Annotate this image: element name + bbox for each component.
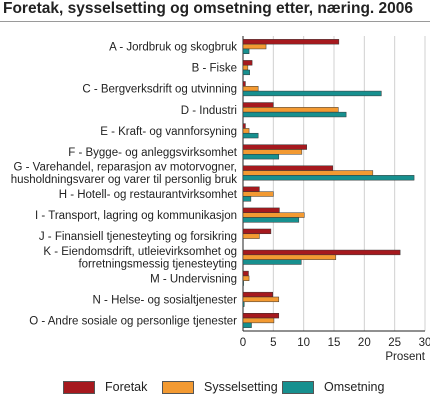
category-label-a: A - Jordbruk og skogbruk (109, 42, 237, 54)
legend-item-omsetning: Omsetning (282, 377, 384, 397)
bar-foretak-c (242, 81, 246, 87)
bar-sysselsetting-n (242, 296, 280, 303)
category-label-i: I - Transport, lagring og kommunikasjon (35, 210, 237, 222)
bar-foretak-b (242, 60, 253, 66)
x-axis-label: Prosent (385, 351, 425, 363)
title-divider (0, 21, 430, 22)
x-tick-label-4: 20 (358, 337, 371, 349)
category-label-c: C - Bergverksdrift og utvinning (82, 84, 237, 96)
bar-omsetning-b (242, 69, 250, 76)
bar-foretak-k (242, 249, 401, 256)
bar-omsetning-k (242, 259, 302, 265)
category-label-m: M - Undervisning (150, 273, 237, 285)
bar-foretak-o (242, 313, 280, 319)
bar-sysselsetting-g (242, 170, 374, 176)
bar-foretak-d (242, 102, 274, 108)
legend-swatch-sysselsetting (162, 380, 194, 394)
bar-sysselsetting-m (242, 275, 250, 281)
bar-foretak-m (242, 270, 249, 277)
bar-foretak-n (242, 291, 273, 298)
category-label-e: E - Kraft- og vannforsyning (100, 126, 237, 138)
category-label-o: O - Andre sosiale og personlige tjeneste… (29, 315, 237, 327)
bar-foretak-e (242, 123, 246, 129)
x-tick-label-5: 25 (388, 337, 401, 349)
bar-foretak-i (242, 207, 280, 213)
bar-omsetning-d (242, 111, 347, 118)
bar-sysselsetting-e (242, 128, 250, 134)
x-tick-label-1: 5 (270, 337, 276, 349)
bar-foretak-g (242, 165, 334, 171)
bar-omsetning-o (242, 322, 252, 328)
bar-omsetning-h (242, 196, 252, 202)
bar-omsetning-n (242, 301, 245, 307)
bar-sysselsetting-k (242, 254, 337, 260)
bar-foretak-a (242, 39, 340, 45)
category-label-f: F - Bygge- og anleggsvirksomhet (68, 147, 238, 159)
bar-sysselsetting-c (242, 86, 259, 92)
category-label-k-line-1: forretningsmessig tjenesteyting (78, 259, 237, 271)
legend-swatch-omsetning (282, 380, 314, 394)
category-label-b: B - Fiske (192, 63, 237, 75)
legend-label-omsetning: Omsetning (324, 380, 385, 394)
bar-foretak-f (242, 144, 307, 150)
bar-omsetning-c (242, 90, 382, 97)
legend-item-sysselsetting: Sysselsetting (162, 377, 278, 397)
bar-sysselsetting-i (242, 212, 305, 218)
chart-title: Foretak, sysselsetting og omsetning ette… (3, 0, 414, 17)
category-label-j: J - Finansiell tjenesteyting og forsikri… (39, 231, 237, 243)
bar-omsetning-m (242, 280, 244, 286)
category-label-d: D - Industri (181, 105, 237, 117)
x-tick-label-2: 10 (297, 337, 310, 349)
title-bar: Foretak, sysselsetting og omsetning ette… (0, 0, 430, 22)
category-label-h: H - Hotell- og restaurantvirksomhet (59, 189, 238, 201)
x-tick-label-0: 0 (240, 337, 246, 349)
bar-omsetning-g (242, 175, 415, 181)
bar-omsetning-e (242, 132, 259, 139)
bar-sysselsetting-a (242, 43, 267, 50)
bar-sysselsetting-h (242, 191, 274, 197)
legend-label-foretak: Foretak (105, 380, 148, 394)
bar-sysselsetting-o (242, 317, 275, 324)
x-tick-label-6: 30 (419, 337, 430, 349)
category-label-k-line-0: K - Eiendomsdrift, utleievirksomhet og (43, 246, 237, 258)
bar-omsetning-a (242, 48, 250, 54)
category-label-g-line-0: G - Varehandel, reparasjon av motorvogne… (13, 162, 237, 174)
bar-sysselsetting-f (242, 149, 303, 155)
x-tick-label-3: 15 (328, 337, 341, 349)
category-label-g-line-1: husholdningsvarer og varer til personlig… (11, 174, 238, 186)
bar-foretak-j (242, 228, 272, 235)
bar-sysselsetting-d (242, 107, 339, 113)
bar-sysselsetting-j (242, 233, 260, 239)
bar-omsetning-i (242, 217, 300, 223)
legend-swatch-foretak (63, 380, 95, 394)
legend-item-foretak: Foretak (63, 377, 147, 397)
legend-label-sysselsetting: Sysselsetting (204, 380, 278, 394)
category-label-n: N - Helse- og sosialtjenester (93, 294, 238, 306)
bar-omsetning-f (242, 154, 280, 160)
bar-sysselsetting-b (242, 64, 249, 71)
bar-foretak-h (242, 186, 260, 192)
